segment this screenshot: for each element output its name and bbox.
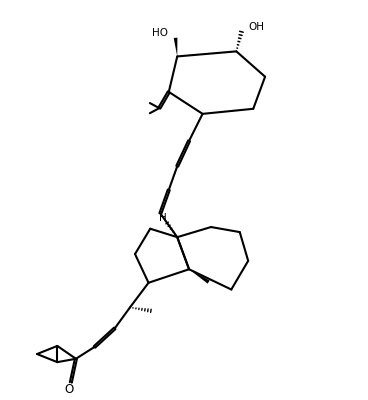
Text: OH: OH <box>249 22 265 32</box>
Text: H: H <box>159 212 167 222</box>
Text: HO: HO <box>152 28 168 38</box>
Text: O: O <box>64 383 74 396</box>
Polygon shape <box>189 269 210 284</box>
Polygon shape <box>174 38 177 56</box>
